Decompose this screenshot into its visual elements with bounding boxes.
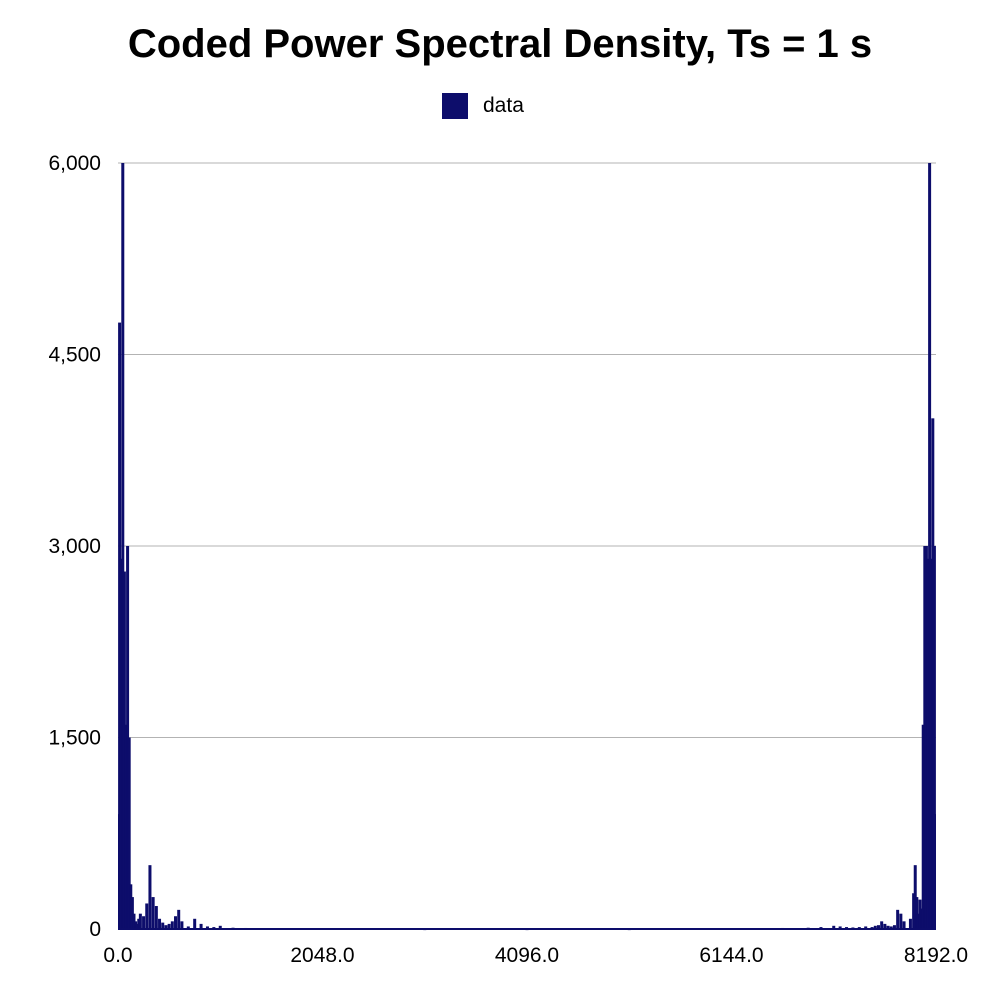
spectrum-bar — [129, 884, 133, 929]
spectrum-bar — [915, 897, 919, 929]
spectrum-bar — [929, 558, 933, 929]
y-tick-label: 3,000 — [48, 535, 101, 558]
spectrum-bar — [896, 909, 900, 929]
x-tick-label: 4096.0 — [495, 944, 559, 967]
spectrum-bar — [186, 926, 190, 929]
spectrum-bar — [923, 546, 927, 929]
spectrum-bar — [134, 921, 138, 929]
spectrum-bar — [138, 913, 142, 929]
y-tick-label: 1,500 — [48, 727, 101, 750]
spectrum-bar — [127, 737, 131, 929]
spectrum-bar — [118, 322, 122, 929]
x-tick-label: 2048.0 — [290, 944, 354, 967]
spectrum-bar — [119, 558, 123, 929]
x-tick-label: 6144.0 — [699, 944, 763, 967]
spectrum-bar — [873, 925, 877, 929]
spectrum-bar — [126, 546, 130, 929]
spectrum-bar — [174, 916, 178, 929]
spectrum-bar — [205, 926, 209, 929]
data-bars — [118, 163, 936, 931]
spectrum-bar — [899, 913, 903, 929]
spectrum-bar — [876, 925, 880, 929]
spectrum-bar — [158, 918, 162, 929]
spectrum-bar — [145, 903, 149, 929]
spectrum-bar — [124, 724, 128, 929]
x-tick-label: 0.0 — [103, 944, 132, 967]
spectrum-bar — [122, 571, 126, 929]
spectrum-bar — [864, 926, 868, 929]
spectrum-bar — [170, 921, 174, 929]
spectrum-bar — [932, 546, 936, 929]
spectrum-bar — [180, 921, 184, 929]
legend: data — [442, 93, 524, 119]
spectrum-bar — [924, 546, 928, 929]
spectrum-bar — [148, 865, 152, 929]
spectrum-bar — [920, 908, 924, 929]
spectrum-bar — [886, 925, 890, 929]
spectrum-bar — [902, 921, 906, 929]
spectrum-bar — [880, 921, 884, 929]
chart-title: Coded Power Spectral Density, Ts = 1 s — [128, 22, 872, 66]
spectrum-bar — [164, 925, 168, 929]
y-tick-label: 6,000 — [48, 152, 101, 175]
spectrum-bar — [121, 163, 125, 929]
spectrum-bar — [142, 916, 146, 929]
y-tick-label: 0 — [89, 918, 101, 941]
spectrum-bar — [193, 918, 197, 929]
spectrum-bar — [916, 913, 920, 929]
spectrum-bar — [912, 893, 916, 929]
spectrum-bar — [135, 923, 139, 929]
spectrum-bar — [889, 926, 893, 929]
spectrum-bar — [161, 922, 165, 929]
spectrum-bar — [199, 923, 203, 929]
spectrum-bar — [838, 926, 842, 929]
spectrum-bar — [832, 925, 836, 929]
spectrum-bar — [928, 163, 932, 929]
spectrum-bar — [137, 918, 141, 929]
spectrum-bar — [218, 925, 222, 929]
spectrum-bar — [918, 899, 922, 929]
spectrum-bar — [908, 918, 912, 929]
y-axis-tick-labels: 0 1,500 3,000 4,500 6,000 — [48, 152, 101, 941]
spectrum-bar — [933, 814, 936, 929]
spectrum-bar — [931, 418, 935, 929]
y-tick-label: 4,500 — [48, 344, 101, 367]
x-axis-tick-labels: 0.0 2048.0 4096.0 6144.0 8192.0 — [103, 944, 968, 967]
spectrum-bar — [913, 865, 917, 929]
spectrum-bar — [883, 923, 887, 929]
spectrum-bar — [167, 923, 171, 929]
spectrum-bar — [892, 925, 896, 929]
spectrum-bar — [921, 724, 925, 929]
x-tick-label: 8192.0 — [904, 944, 968, 967]
spectrum-bar — [151, 897, 155, 929]
spectrum-bar — [130, 897, 134, 929]
legend-label: data — [483, 94, 524, 117]
spectrum-bar — [154, 906, 158, 929]
spectrum-bar — [132, 913, 136, 929]
legend-swatch — [442, 93, 468, 119]
spectrum-bar — [177, 909, 181, 929]
spectrum-bar — [926, 558, 930, 929]
